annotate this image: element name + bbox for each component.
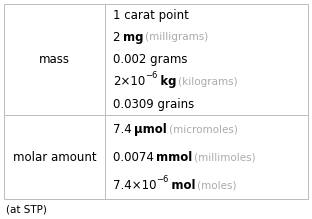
Bar — [4, 4, 308, 199]
Text: 0.0309 grains: 0.0309 grains — [113, 98, 194, 111]
Text: (micromoles): (micromoles) — [167, 124, 238, 134]
Text: (kilograms): (kilograms) — [176, 77, 238, 87]
Text: μmol: μmol — [134, 123, 167, 136]
Text: (moles): (moles) — [195, 180, 237, 190]
Text: mol: mol — [169, 178, 195, 192]
Text: 7.4×10: 7.4×10 — [113, 178, 157, 192]
Text: 0.002 grams: 0.002 grams — [113, 53, 188, 66]
Text: (milligrams): (milligrams) — [144, 32, 209, 42]
Text: mmol: mmol — [156, 151, 193, 164]
Text: (at STP): (at STP) — [6, 205, 47, 215]
Text: mg: mg — [123, 31, 144, 44]
Text: 7.4: 7.4 — [113, 123, 134, 136]
Text: 2×10: 2×10 — [113, 75, 145, 88]
Text: molar amount: molar amount — [13, 151, 96, 164]
Text: kg: kg — [158, 75, 176, 88]
Text: 0.0074: 0.0074 — [113, 151, 156, 164]
Text: (millimoles): (millimoles) — [193, 152, 256, 162]
Text: −6: −6 — [145, 71, 158, 80]
Text: mass: mass — [39, 53, 70, 66]
Text: 2: 2 — [113, 31, 123, 44]
Text: 1 carat point: 1 carat point — [113, 9, 189, 22]
Text: −6: −6 — [157, 175, 169, 184]
